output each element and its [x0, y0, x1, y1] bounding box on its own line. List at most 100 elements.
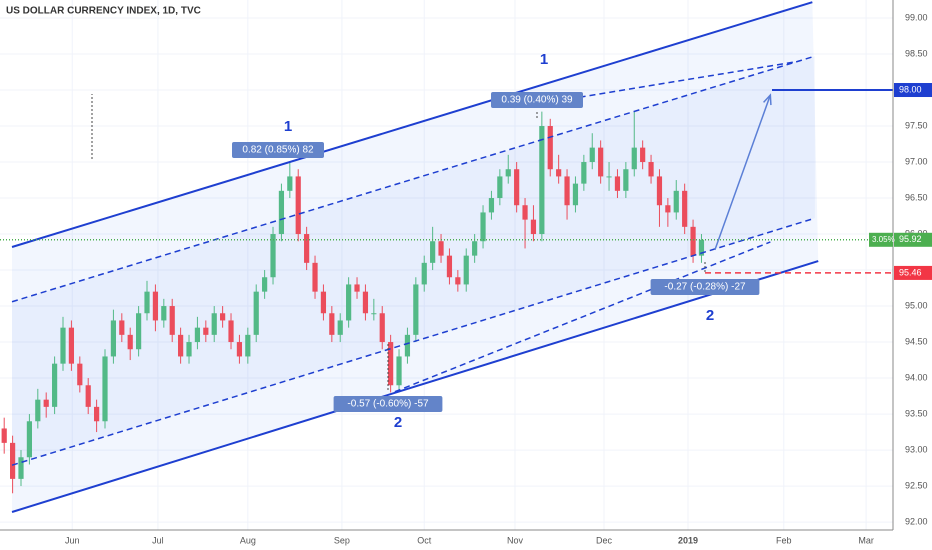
measure-box [491, 92, 583, 108]
candle-body [438, 241, 444, 256]
chart-title: US DOLLAR CURRENCY INDEX, 1D, TVC [6, 6, 201, 17]
candle-body [404, 334, 411, 357]
candle-body [94, 406, 100, 422]
candle-body [430, 241, 436, 263]
candle-body [631, 147, 637, 170]
candle-body [446, 255, 453, 278]
candle-body [312, 262, 318, 292]
trend-line [11, 260, 819, 513]
measure-label: -0.27 (-0.28%) -27 [664, 282, 746, 293]
wave-label: 2 [706, 307, 714, 324]
candle-body [362, 291, 369, 314]
y-tick-label: 99.00 [905, 12, 928, 22]
candle-body [320, 291, 327, 314]
candle-body [102, 356, 108, 422]
y-tick-label: 96.50 [905, 192, 928, 202]
x-tick-label: Jun [65, 535, 80, 545]
price-tag [894, 232, 932, 247]
trend-line [11, 1, 813, 248]
candle-body [522, 205, 528, 220]
candle-body [287, 176, 293, 191]
candle-body [119, 320, 125, 335]
candle-body [572, 183, 579, 206]
wave-label: 1 [540, 51, 548, 68]
x-tick-label: Feb [776, 535, 792, 545]
candle-body [497, 176, 503, 199]
candle-body [665, 205, 671, 213]
candle-body [136, 313, 142, 350]
candle-body [220, 313, 226, 321]
price-tag-label: 95.46 [899, 267, 922, 277]
candle-body [371, 313, 377, 315]
candle-body [236, 342, 243, 357]
y-tick-label: 98.50 [905, 48, 928, 58]
candle-body [589, 147, 595, 163]
y-tick-label: 93.50 [905, 408, 928, 418]
arrow [714, 94, 772, 251]
y-tick-label: 97.50 [905, 120, 928, 130]
candle-body [186, 342, 192, 357]
measure-label: -0.57 (-0.60%) -57 [347, 399, 429, 410]
candle-body [556, 169, 562, 177]
x-tick-label: Jul [152, 535, 164, 545]
candle-body [52, 363, 58, 407]
candle-body [455, 277, 461, 285]
change-tag [869, 232, 893, 247]
candle-body [1, 428, 7, 443]
candle-body [656, 176, 663, 206]
x-tick-label: Nov [507, 535, 524, 545]
candle-body [144, 291, 150, 314]
candle-body [278, 190, 285, 235]
measure-box [650, 279, 760, 295]
candle-body [388, 342, 394, 386]
candle-body [614, 176, 621, 191]
x-tick-label: Oct [417, 535, 432, 545]
y-tick-label: 95.00 [905, 300, 928, 310]
candle-body [110, 320, 117, 357]
candle-body [547, 126, 553, 170]
candle-body [463, 255, 469, 285]
candle-body [169, 306, 175, 335]
candle-body [228, 320, 234, 343]
candle-body [26, 421, 33, 458]
candle-body [68, 327, 75, 364]
candle-body [379, 313, 385, 343]
candle-body [488, 198, 495, 213]
candle-body [60, 327, 66, 364]
candle-body [10, 442, 16, 479]
candle-body [581, 162, 587, 184]
price-tag-label: 98.00 [899, 84, 922, 94]
candle-body [203, 327, 209, 335]
candle-body [598, 147, 604, 177]
candle-body [337, 320, 343, 335]
wave-label: 1 [284, 118, 292, 135]
candle-body [698, 239, 705, 256]
measure-box [333, 396, 443, 412]
candle-body [648, 162, 654, 177]
price-tag [894, 265, 932, 280]
y-tick-label: 93.00 [905, 444, 928, 454]
x-tick-label: Mar [858, 535, 874, 545]
candle-body [354, 284, 360, 292]
trend-line [394, 241, 771, 393]
y-tick-label: 92.50 [905, 480, 928, 490]
candle-body [194, 327, 201, 343]
candle-body [85, 385, 91, 407]
candle-body [472, 241, 478, 256]
candle-body [505, 169, 511, 177]
price-tag [894, 83, 932, 98]
x-tick-label: Aug [240, 535, 256, 545]
candle-body [564, 176, 570, 206]
candle-body [480, 212, 486, 242]
candle-body [346, 284, 352, 321]
candle-body [270, 234, 276, 278]
candle-body [211, 313, 217, 335]
candle-body [673, 190, 679, 213]
candle-body [35, 399, 41, 422]
candle-body [253, 291, 259, 335]
x-tick-label: Dec [596, 535, 613, 545]
candle-body [606, 176, 612, 178]
y-tick-label: 94.50 [905, 336, 928, 346]
candle-body [43, 399, 49, 407]
